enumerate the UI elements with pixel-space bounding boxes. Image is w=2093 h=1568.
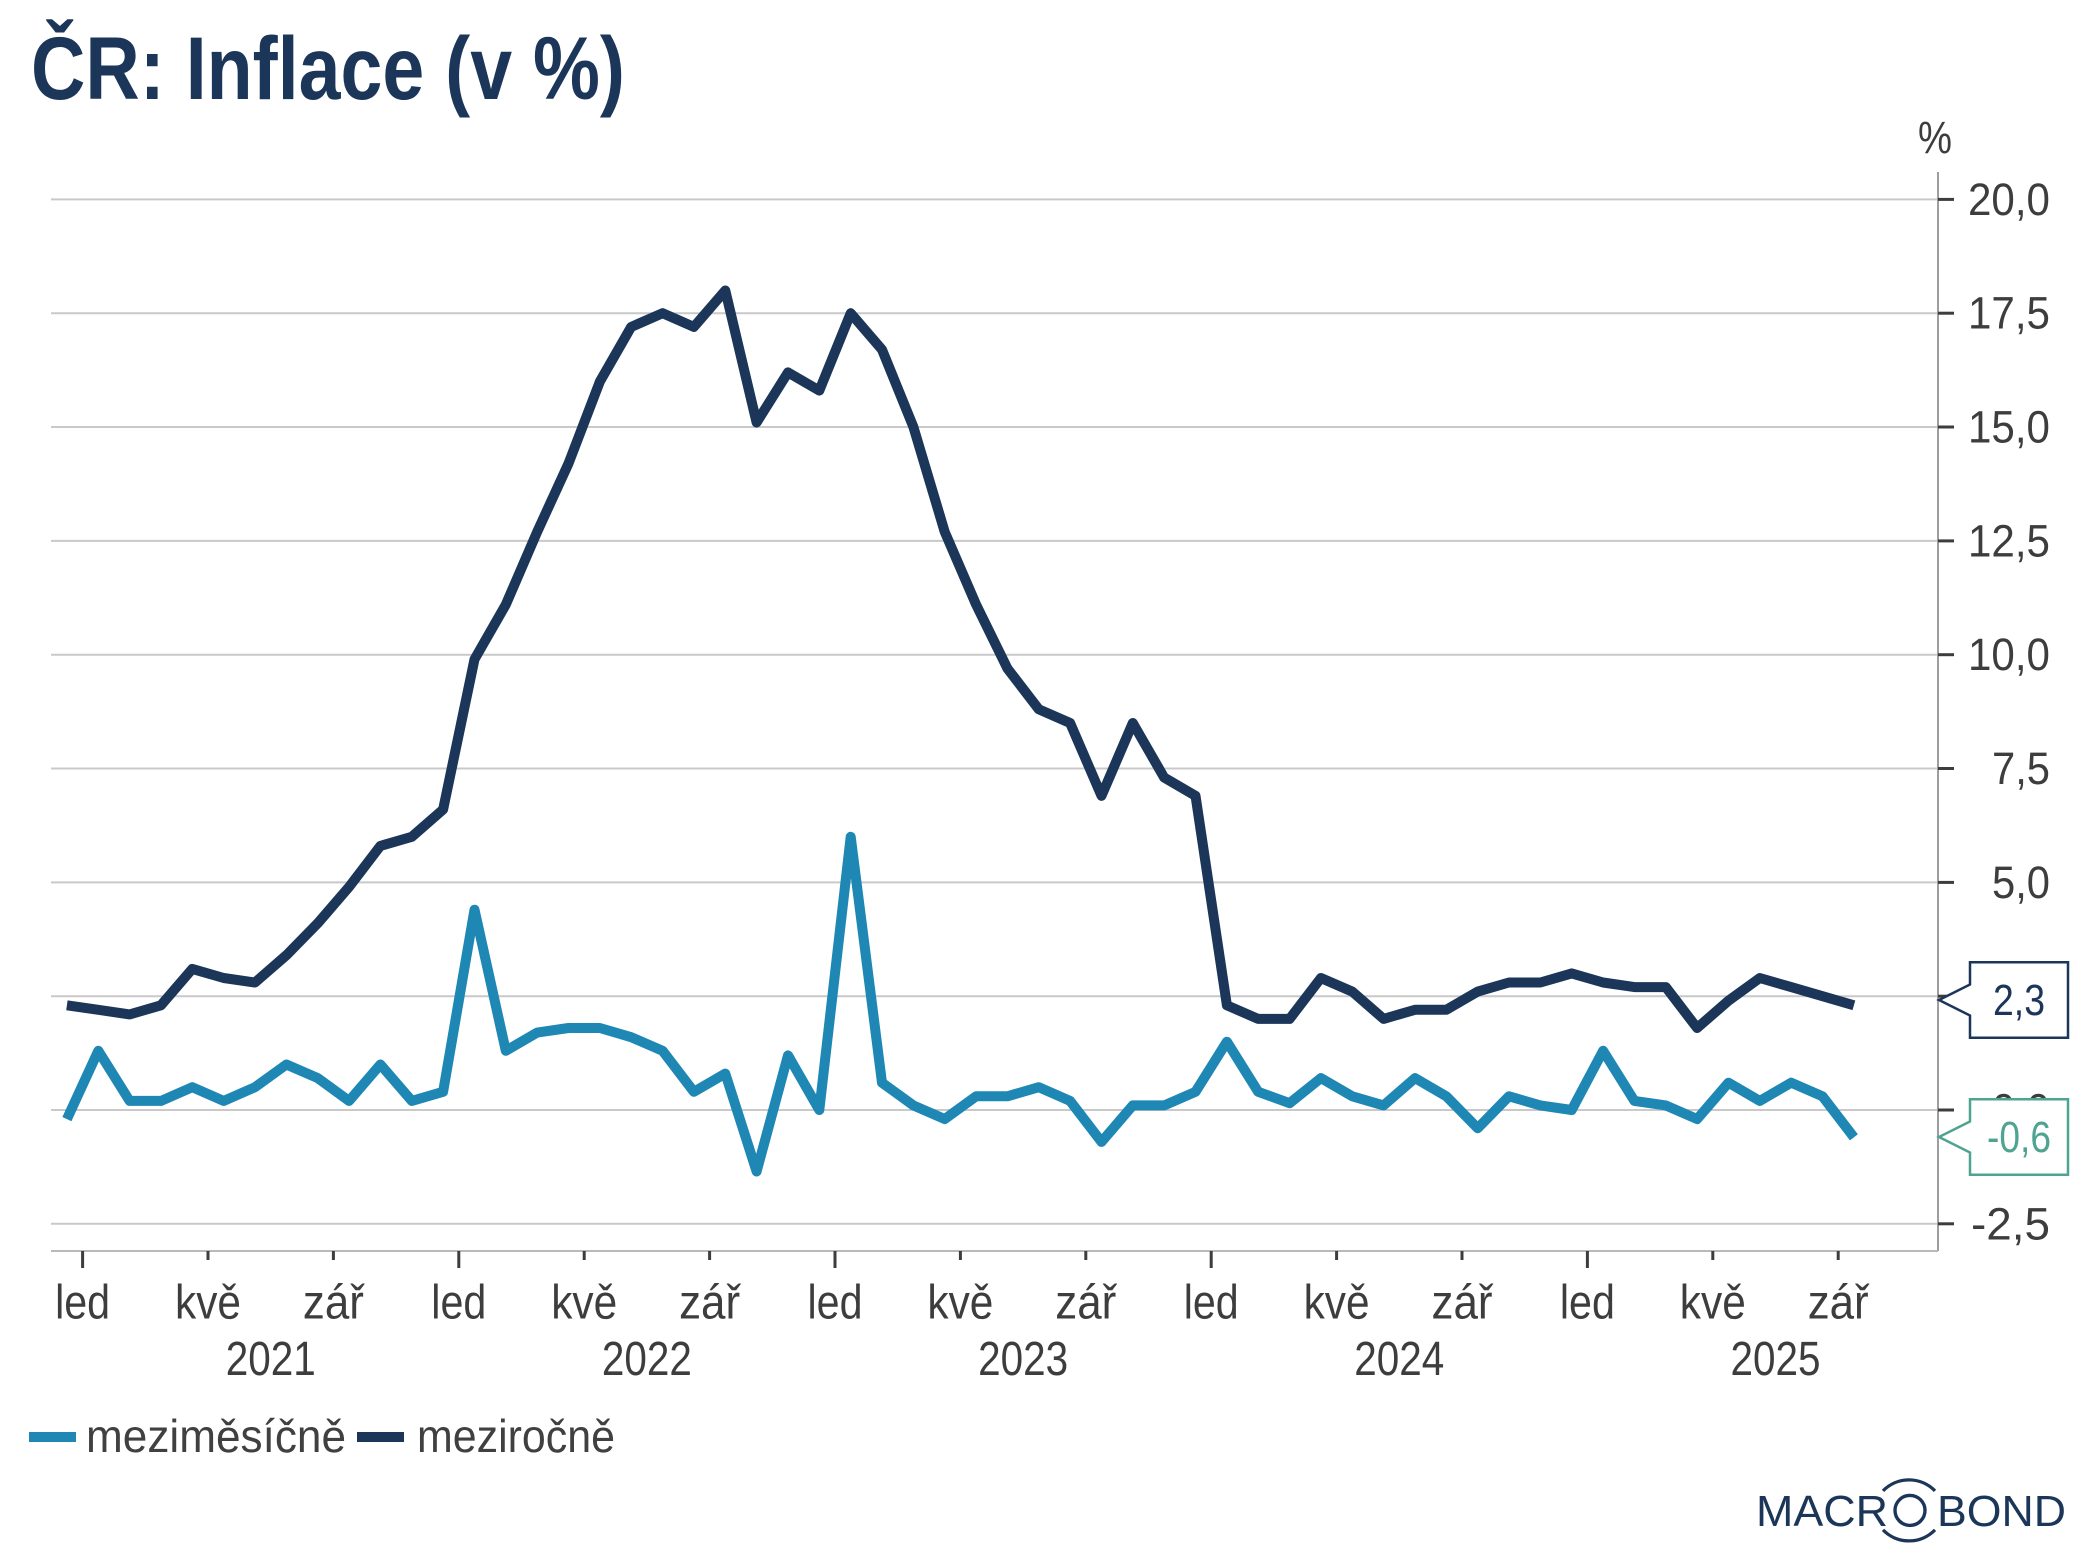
svg-text:zář: zář <box>1432 1277 1494 1330</box>
svg-text:kvě: kvě <box>175 1277 241 1330</box>
svg-text:zář: zář <box>1808 1277 1870 1330</box>
svg-text:zář: zář <box>679 1277 741 1330</box>
svg-text:2025: 2025 <box>1731 1333 1821 1386</box>
svg-text:MACR: MACR <box>1756 1487 1888 1536</box>
svg-text:2024: 2024 <box>1354 1333 1444 1386</box>
svg-text:kvě: kvě <box>1680 1277 1746 1330</box>
svg-text:2022: 2022 <box>602 1333 692 1386</box>
svg-text:-0,6: -0,6 <box>1987 1113 2051 1162</box>
svg-text:zář: zář <box>303 1277 365 1330</box>
svg-text:kvě: kvě <box>927 1277 993 1330</box>
svg-text:15,0: 15,0 <box>1968 402 2050 453</box>
svg-text:led: led <box>808 1277 863 1330</box>
svg-text:%: % <box>1918 112 1952 163</box>
svg-text:BOND: BOND <box>1937 1487 2066 1536</box>
svg-text:meziročně: meziročně <box>417 1410 615 1462</box>
svg-text:led: led <box>55 1277 110 1330</box>
svg-text:7,5: 7,5 <box>1992 743 2050 794</box>
svg-text:ČR: Inflace (v %): ČR: Inflace (v %) <box>31 18 625 118</box>
svg-text:zář: zář <box>1055 1277 1117 1330</box>
svg-text:meziměsíčně: meziměsíčně <box>86 1410 346 1462</box>
svg-text:17,5: 17,5 <box>1968 288 2050 339</box>
svg-text:led: led <box>1184 1277 1239 1330</box>
svg-text:led: led <box>431 1277 486 1330</box>
svg-text:kvě: kvě <box>551 1277 617 1330</box>
svg-text:12,5: 12,5 <box>1968 515 2050 566</box>
svg-text:kvě: kvě <box>1304 1277 1370 1330</box>
svg-text:10,0: 10,0 <box>1968 629 2050 680</box>
svg-text:-2,5: -2,5 <box>1971 1198 2050 1249</box>
svg-text:5,0: 5,0 <box>1992 857 2050 908</box>
svg-text:2,3: 2,3 <box>1993 976 2045 1025</box>
svg-text:2021: 2021 <box>226 1333 316 1386</box>
svg-text:2023: 2023 <box>978 1333 1068 1386</box>
svg-text:20,0: 20,0 <box>1968 174 2050 225</box>
svg-text:led: led <box>1560 1277 1615 1330</box>
